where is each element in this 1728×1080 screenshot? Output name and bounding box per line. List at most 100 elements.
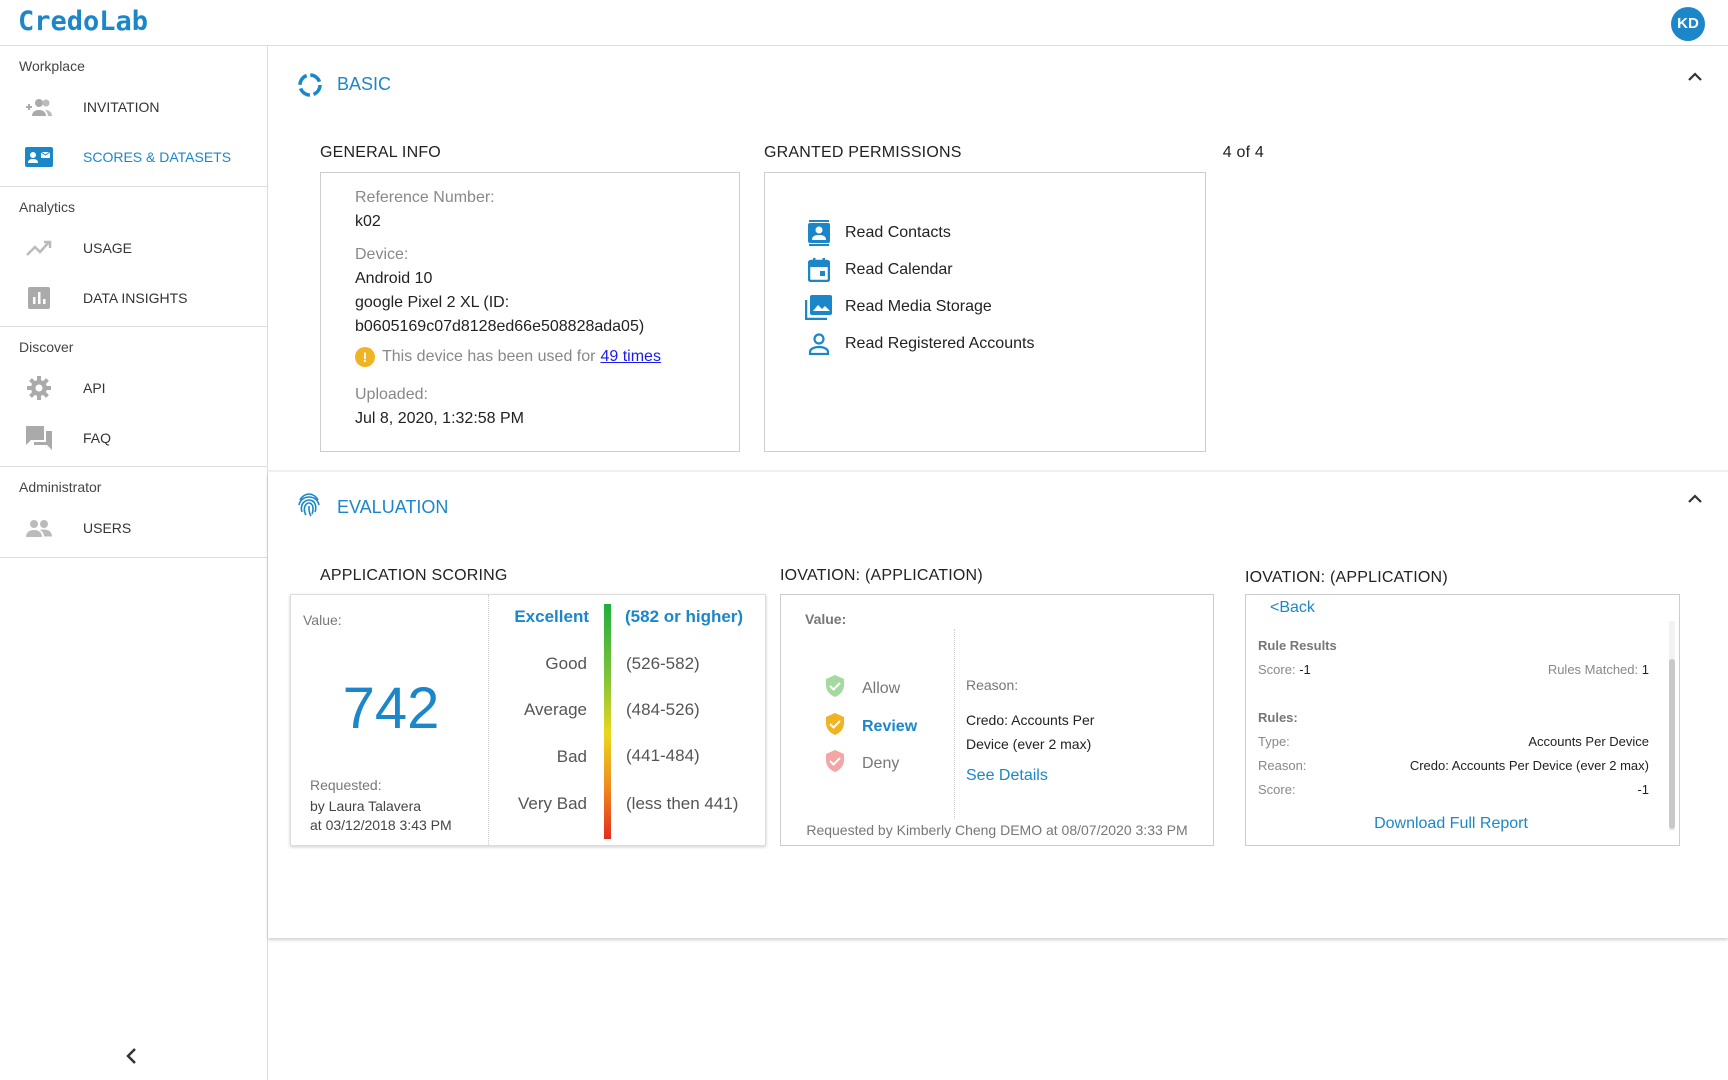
calendar-icon [805,256,833,284]
contacts-icon [805,219,833,247]
scale-range-excellent: (582 or higher) [625,607,744,626]
scale-range-average: (484-526) [626,700,700,719]
device-os: Android 10 [355,270,433,287]
type-value: Accounts Per Device [1528,734,1649,749]
sidebar-item-label: SCORES & DATASETS [83,149,232,165]
rules-matched-row: Rules Matched: 1 [1548,662,1649,677]
add-user-icon [24,95,54,119]
option-review[interactable]: Review [825,713,917,740]
permission-label: Read Registered Accounts [845,335,1035,352]
reason-line: Device (ever 2 max) [966,736,1092,752]
download-report-link[interactable]: Download Full Report [1374,815,1528,832]
users-icon [24,516,54,540]
sidebar-group-workplace: Workplace INVITATION SCORES & DATASETS [0,46,267,187]
bar-chart-icon [24,286,54,310]
sidebar-group-analytics: Analytics USAGE DATA INSIGHTS [0,187,267,327]
iovation-box: Value: Allow Review Deny Reason: Credo: … [780,594,1214,846]
iovation-detail-box: <Back Rule Results Score: -1 Rules Match… [1245,594,1680,846]
chevron-up-icon[interactable] [1686,70,1704,82]
score-row: Score: -1 [1258,662,1311,677]
iovation-divider [954,629,955,819]
shield-check-icon [825,750,845,777]
rule-results-label: Rule Results [1258,638,1337,653]
sidebar-item-usage[interactable]: USAGE [0,223,267,273]
scale-label-very-bad: Very Bad [518,794,587,813]
evaluation-section: EVALUATION APPLICATION SCORING Value: 74… [268,472,1728,938]
sidebar-item-data-insights[interactable]: DATA INSIGHTS [0,273,267,323]
scale-label-excellent: Excellent [514,607,589,626]
score-value-label: Value: [303,612,342,628]
sidebar-item-label: DATA INSIGHTS [83,290,188,306]
score2-label: Score: [1258,782,1296,797]
warning-icon: ! [355,347,375,367]
scale-range-very-bad: (less then 441) [626,794,739,813]
sidebar: Workplace INVITATION SCORES & DATASETS A… [0,46,268,1080]
gear-icon [24,376,54,400]
score-value: -1 [1299,662,1311,677]
chevron-up-icon[interactable] [1686,492,1704,504]
sidebar-group-title: Analytics [19,199,76,215]
scale-range-good: (526-582) [626,654,700,673]
sidebar-item-users[interactable]: USERS [0,503,267,553]
section-title: EVALUATION [337,497,449,517]
device-id: b0605169c07d8128ed66e508828ada05) [355,318,645,335]
requested-by: by Laura Talavera [310,798,422,814]
option-label: Review [862,717,918,735]
sidebar-item-label: INVITATION [83,99,160,115]
shield-check-icon [825,713,845,740]
score-label: Score: [1258,662,1296,677]
id-card-icon [24,145,54,169]
iovation-title: IOVATION: (APPLICATION) [1245,569,1448,586]
section-title: BASIC [337,74,392,94]
permission-item: Read Contacts [805,218,951,248]
sidebar-group-discover: Discover API FAQ [0,327,267,467]
sidebar-item-label: FAQ [83,430,112,446]
sidebar-item-label: USAGE [83,240,133,256]
requested-label: Requested: [310,777,382,793]
warning-text: This device has been used for [382,348,596,365]
permissions-box: Read Contacts Read Calendar Read Media S… [764,172,1206,452]
see-details-link[interactable]: See Details [966,767,1048,784]
option-allow[interactable]: Allow [825,675,900,702]
person-icon [805,330,833,358]
sidebar-item-label: USERS [83,520,132,536]
requested-at: at 03/12/2018 3:43 PM [310,817,452,833]
type-label: Type: [1258,734,1290,749]
rules-matched-label: Rules Matched: [1547,662,1639,677]
option-deny[interactable]: Deny [825,750,899,777]
user-avatar[interactable]: KD [1671,7,1705,41]
rules-matched-value: 1 [1641,662,1649,677]
device-usage-link[interactable]: 49 times [600,348,661,365]
score-value: 742 [342,676,440,741]
sidebar-group-title: Workplace [19,58,85,74]
app-logo[interactable]: CredoLab [18,6,149,37]
scrollbar-thumb[interactable] [1669,659,1675,829]
basic-section: BASIC GENERAL INFO Reference Number: k02… [268,46,1728,470]
sidebar-item-invitation[interactable]: INVITATION [0,82,267,132]
reference-value: k02 [355,213,381,230]
sidebar-item-faq[interactable]: FAQ [0,413,267,463]
basic-section-icon [297,72,323,98]
general-info-title: GENERAL INFO [320,144,441,161]
device-model: google Pixel 2 XL (ID: [355,294,510,311]
sidebar-group-title: Discover [19,339,74,355]
sidebar-item-api[interactable]: API [0,363,267,413]
trending-up-icon [24,236,54,260]
permission-label: Read Contacts [845,224,951,241]
score-gradient-bar [604,604,611,839]
reason-value: Credo: Accounts Per Device (ever 2 max) [1409,758,1649,773]
sidebar-item-scores-datasets[interactable]: SCORES & DATASETS [0,132,267,182]
permissions-title: GRANTED PERMISSIONS [764,144,962,161]
reference-label: Reference Number: [355,189,495,206]
chat-icon [24,426,54,450]
media-icon [805,293,833,321]
chevron-left-icon[interactable] [122,1046,146,1070]
permission-label: Read Calendar [845,261,953,278]
device-warning: ! This device has been used for 49 times [355,347,661,367]
scale-label-bad: Bad [556,747,587,766]
scale-range-bad: (441-484) [626,746,700,765]
back-link[interactable]: <Back [1270,599,1315,616]
scrollbar-track[interactable] [1669,621,1675,831]
iovation-footer: Requested by Kimberly Cheng DEMO at 08/0… [806,822,1188,838]
scoring-title: APPLICATION SCORING [320,567,508,584]
